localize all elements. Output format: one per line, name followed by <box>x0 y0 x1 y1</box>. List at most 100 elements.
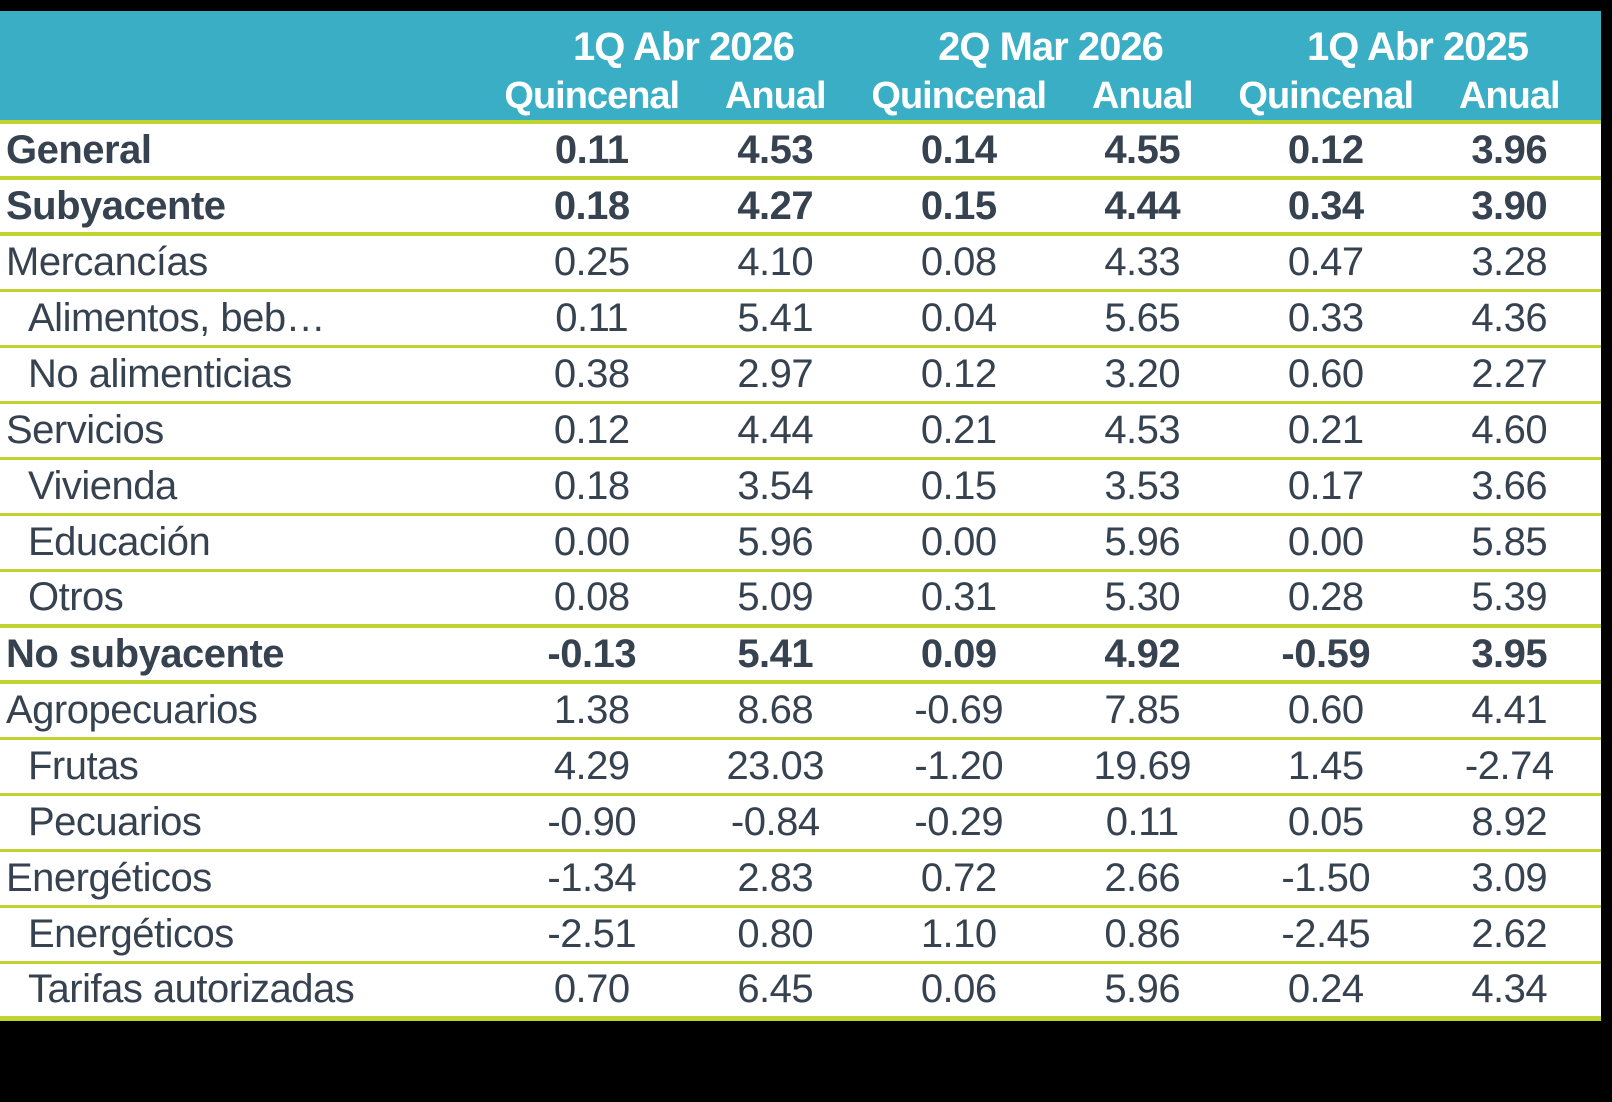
inflation-table: 1Q Abr 2026 2Q Mar 2026 1Q Abr 2025 Quin… <box>0 11 1601 1021</box>
cell-value: 0.08 <box>867 234 1051 292</box>
table-row: Subyacente 0.18 4.27 0.15 4.44 0.34 3.90 <box>0 178 1601 236</box>
cell-value: 5.65 <box>1050 290 1234 348</box>
cell-value: 0.38 <box>500 346 684 404</box>
cell-value: -0.69 <box>867 682 1051 740</box>
cell-value: 2.62 <box>1417 906 1601 964</box>
cell-value: 4.55 <box>1050 122 1234 180</box>
cell-value: 5.96 <box>683 514 867 572</box>
cell-value: 4.44 <box>683 402 867 460</box>
header-empty-cell-2 <box>0 72 500 124</box>
cell-value: 5.41 <box>683 626 867 684</box>
cell-value: 8.68 <box>683 682 867 740</box>
cell-value: 0.21 <box>867 402 1051 460</box>
table-row: No subyacente -0.13 5.41 0.09 4.92 -0.59 3.95 <box>0 626 1601 684</box>
row-label: Servicios <box>0 402 500 460</box>
cell-value: 0.18 <box>500 458 684 516</box>
header-quincenal-2: Quincenal <box>867 72 1051 124</box>
table-body: General 0.11 4.53 0.14 4.55 0.12 3.96 Subyacent… <box>0 122 1601 1021</box>
table-row: Energéticos -1.34 2.83 0.72 2.66 -1.50 3.09 <box>0 850 1601 908</box>
row-label: Energéticos <box>0 906 500 964</box>
cell-value: 0.80 <box>683 906 867 964</box>
cell-value: 5.39 <box>1417 570 1601 628</box>
cell-value: -0.84 <box>683 794 867 852</box>
row-label: Pecuarios <box>0 794 500 852</box>
row-label: Alimentos, beb… <box>0 290 500 348</box>
row-label: Otros <box>0 570 500 628</box>
cell-value: 4.29 <box>500 738 684 796</box>
cell-value: 6.45 <box>683 962 867 1021</box>
period-header-row: 1Q Abr 2026 2Q Mar 2026 1Q Abr 2025 <box>0 11 1601 72</box>
cell-value: 0.00 <box>1234 514 1418 572</box>
cell-value: 5.41 <box>683 290 867 348</box>
cell-value: 0.31 <box>867 570 1051 628</box>
cell-value: 0.60 <box>1234 682 1418 740</box>
cell-value: 0.17 <box>1234 458 1418 516</box>
cell-value: 4.53 <box>1050 402 1234 460</box>
header-anual-1: Anual <box>683 72 867 124</box>
cell-value: 5.30 <box>1050 570 1234 628</box>
cell-value: 0.47 <box>1234 234 1418 292</box>
row-label: Subyacente <box>0 178 500 236</box>
cell-value: 0.12 <box>867 346 1051 404</box>
cell-value: 4.33 <box>1050 234 1234 292</box>
cell-value: 2.27 <box>1417 346 1601 404</box>
cell-value: 5.85 <box>1417 514 1601 572</box>
cell-value: -0.13 <box>500 626 684 684</box>
cell-value: -1.20 <box>867 738 1051 796</box>
cell-value: 3.09 <box>1417 850 1601 908</box>
cell-value: 0.25 <box>500 234 684 292</box>
cell-value: 0.14 <box>867 122 1051 180</box>
header-anual-3: Anual <box>1417 72 1601 124</box>
cell-value: 5.96 <box>1050 962 1234 1021</box>
table-row: Vivienda 0.18 3.54 0.15 3.53 0.17 3.66 <box>0 458 1601 516</box>
table-row: General 0.11 4.53 0.14 4.55 0.12 3.96 <box>0 122 1601 180</box>
table-header: 1Q Abr 2026 2Q Mar 2026 1Q Abr 2025 Quin… <box>0 11 1601 124</box>
header-quincenal-3: Quincenal <box>1234 72 1418 124</box>
cell-value: 1.10 <box>867 906 1051 964</box>
cell-value: 0.15 <box>867 178 1051 236</box>
cell-value: -0.59 <box>1234 626 1418 684</box>
cell-value: 0.00 <box>500 514 684 572</box>
table-row: Servicios 0.12 4.44 0.21 4.53 0.21 4.60 <box>0 402 1601 460</box>
cell-value: 3.90 <box>1417 178 1601 236</box>
cell-value: 4.60 <box>1417 402 1601 460</box>
cell-value: 4.92 <box>1050 626 1234 684</box>
table-row: Otros 0.08 5.09 0.31 5.30 0.28 5.39 <box>0 570 1601 628</box>
cell-value: 0.11 <box>500 290 684 348</box>
cell-value: 5.96 <box>1050 514 1234 572</box>
cell-value: 0.06 <box>867 962 1051 1021</box>
cell-value: -1.34 <box>500 850 684 908</box>
cell-value: 2.97 <box>683 346 867 404</box>
cell-value: 0.72 <box>867 850 1051 908</box>
row-label: No alimenticias <box>0 346 500 404</box>
cell-value: -2.74 <box>1417 738 1601 796</box>
cell-value: 3.53 <box>1050 458 1234 516</box>
row-label: Agropecuarios <box>0 682 500 740</box>
cell-value: -0.90 <box>500 794 684 852</box>
cell-value: -0.29 <box>867 794 1051 852</box>
cell-value: 0.04 <box>867 290 1051 348</box>
cell-value: 0.86 <box>1050 906 1234 964</box>
cell-value: 0.34 <box>1234 178 1418 236</box>
cell-value: 0.12 <box>500 402 684 460</box>
cell-value: 3.95 <box>1417 626 1601 684</box>
row-label: Energéticos <box>0 850 500 908</box>
header-empty-cell <box>0 11 500 72</box>
header-period-2: 2Q Mar 2026 <box>867 11 1234 72</box>
cell-value: 4.10 <box>683 234 867 292</box>
table-row: Educación 0.00 5.96 0.00 5.96 0.00 5.85 <box>0 514 1601 572</box>
cell-value: 4.27 <box>683 178 867 236</box>
cell-value: 19.69 <box>1050 738 1234 796</box>
row-label: No subyacente <box>0 626 500 684</box>
measure-header-row: Quincenal Anual Quincenal Anual Quincena… <box>0 72 1601 124</box>
cell-value: -1.50 <box>1234 850 1418 908</box>
table-row: Tarifas autorizadas 0.70 6.45 0.06 5.96 0.24 4… <box>0 962 1601 1021</box>
cell-value: 3.28 <box>1417 234 1601 292</box>
cell-value: 5.09 <box>683 570 867 628</box>
table-row: Energéticos -2.51 0.80 1.10 0.86 -2.45 2.62 <box>0 906 1601 964</box>
table-row: Pecuarios -0.90 -0.84 -0.29 0.11 0.05 8.92 <box>0 794 1601 852</box>
header-period-1: 1Q Abr 2026 <box>500 11 867 72</box>
cell-value: 8.92 <box>1417 794 1601 852</box>
cell-value: 1.45 <box>1234 738 1418 796</box>
row-label: General <box>0 122 500 180</box>
